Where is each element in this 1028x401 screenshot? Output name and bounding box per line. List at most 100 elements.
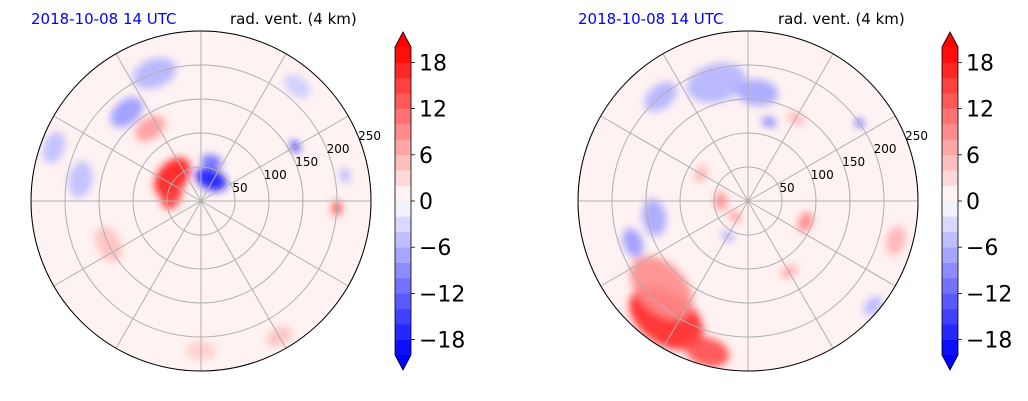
- radial-tick-label: 150: [842, 155, 865, 169]
- angular-gridline: [747, 200, 834, 349]
- colorbar-band: [942, 247, 958, 263]
- panel-date-left: 2018-10-08 14 UTC: [31, 10, 177, 28]
- radial-tick-label: 100: [811, 168, 834, 182]
- field-feature: [642, 198, 667, 237]
- colorbar-tick-label: −6: [419, 236, 451, 261]
- colorbar-tick-label: −18: [419, 329, 465, 354]
- radial-tick-label: 200: [327, 142, 350, 156]
- field-feature: [68, 161, 93, 199]
- colorbar-band: [942, 108, 958, 125]
- field-feature: [135, 115, 166, 142]
- angular-gridline: [115, 53, 202, 202]
- colorbar-tick-label: 12: [419, 98, 447, 123]
- angular-gridline: [115, 200, 202, 349]
- colorbar-extend-min-right: [942, 355, 958, 370]
- colorbar-left: 18 12 6 0 −6 −12 −18: [394, 31, 465, 371]
- field-feature: [622, 228, 644, 258]
- radial-tick-label: 100: [264, 168, 287, 182]
- colorbar-band: [395, 124, 411, 140]
- colorbar-band: [942, 262, 958, 279]
- colorbar-band: [395, 170, 411, 186]
- angular-gridline: [662, 53, 749, 202]
- colorbar-band: [395, 339, 411, 356]
- colorbar-band: [942, 231, 958, 248]
- field-feature: [284, 74, 311, 99]
- colorbar-band: [942, 154, 958, 171]
- colorbar-band: [942, 62, 958, 79]
- field-feature: [110, 97, 143, 128]
- field-feature: [630, 256, 693, 319]
- field-feature: [685, 337, 730, 368]
- colorbar-right: 18 12 6 0 −6 −12 −18: [941, 31, 1012, 371]
- colorbar-band: [395, 47, 411, 63]
- radial-tick-label: 150: [295, 155, 318, 169]
- panel-title-left: rad. vent. (4 km): [230, 10, 357, 28]
- colorbar-band: [942, 293, 958, 310]
- colorbar-tick-label: 18: [419, 51, 447, 76]
- radial-tick-label: 250: [358, 129, 381, 143]
- colorbar-band: [942, 339, 958, 356]
- colorbar-tick-label: −12: [966, 282, 1012, 307]
- colorbar-band: [395, 293, 411, 310]
- polar-outline-right: [577, 30, 919, 372]
- colorbar-tick-label: −6: [966, 236, 998, 261]
- field-feature: [798, 211, 813, 233]
- angular-gridline: [662, 200, 749, 349]
- radial-tick-label: 200: [874, 142, 897, 156]
- colorbar-band: [942, 139, 958, 156]
- colorbar-band: [395, 201, 411, 217]
- colorbar-band: [395, 108, 411, 125]
- colorbar-tick-label: 0: [419, 190, 433, 215]
- angular-gridline: [600, 200, 749, 287]
- colorbar-tick-label: −12: [419, 282, 465, 307]
- colorbar-tick-label: 18: [966, 51, 994, 76]
- colorbar-extend-min-left: [395, 355, 411, 370]
- field-feature: [42, 131, 66, 164]
- angular-gridline: [53, 115, 202, 202]
- field-feature: [885, 225, 906, 256]
- colorbar-band: [395, 216, 411, 233]
- colorbar-tick-label: −18: [966, 329, 1012, 354]
- colorbar-tick-label: 0: [966, 190, 980, 215]
- colorbar-band: [942, 47, 958, 63]
- polar-outline-left: [30, 30, 372, 372]
- angular-gridline: [200, 115, 349, 202]
- colorbar-extend-max-right: [942, 32, 958, 47]
- colorbar-band: [395, 308, 411, 325]
- colorbar-band: [395, 247, 411, 263]
- angular-gridline: [200, 200, 349, 287]
- colorbar-band: [395, 93, 411, 109]
- polar-plot-left: 2018-10-08 14 UTC rad. vent. (4 km) 50 10…: [30, 10, 465, 372]
- angular-gridline: [600, 115, 749, 202]
- angular-gridline: [200, 200, 287, 349]
- field-feature: [195, 167, 227, 192]
- colorbar-band: [942, 124, 958, 140]
- colorbar-tick-label: 6: [966, 144, 980, 169]
- angular-gridline: [53, 200, 202, 287]
- radial-tick-label: 250: [905, 129, 928, 143]
- colorbar-band: [395, 278, 411, 294]
- angular-gridline: [747, 115, 896, 202]
- colorbar-extend-max-left: [395, 32, 411, 47]
- colorbar-band: [942, 93, 958, 109]
- colorbar-band: [942, 201, 958, 217]
- colorbar-band: [395, 262, 411, 279]
- colorbar-band: [942, 324, 958, 340]
- colorbar-band: [395, 139, 411, 156]
- radial-tick-label: 50: [232, 181, 247, 195]
- colorbar-outline-left: [394, 31, 412, 371]
- field-feature: [728, 210, 742, 223]
- colorbar-band: [395, 231, 411, 248]
- polar-plot-right: 2018-10-08 14 UTC rad. vent. (4 km) 50 10…: [577, 10, 1012, 372]
- colorbar-band: [942, 77, 958, 94]
- radial-tick-label: 50: [779, 181, 794, 195]
- colorbar-band: [942, 216, 958, 233]
- panel-date-right: 2018-10-08 14 UTC: [578, 10, 724, 28]
- colorbar-band: [395, 77, 411, 94]
- colorbar-band: [942, 170, 958, 186]
- colorbar-band: [942, 278, 958, 294]
- field-feature: [340, 168, 350, 184]
- colorbar-band: [395, 154, 411, 171]
- colorbar-band: [942, 308, 958, 325]
